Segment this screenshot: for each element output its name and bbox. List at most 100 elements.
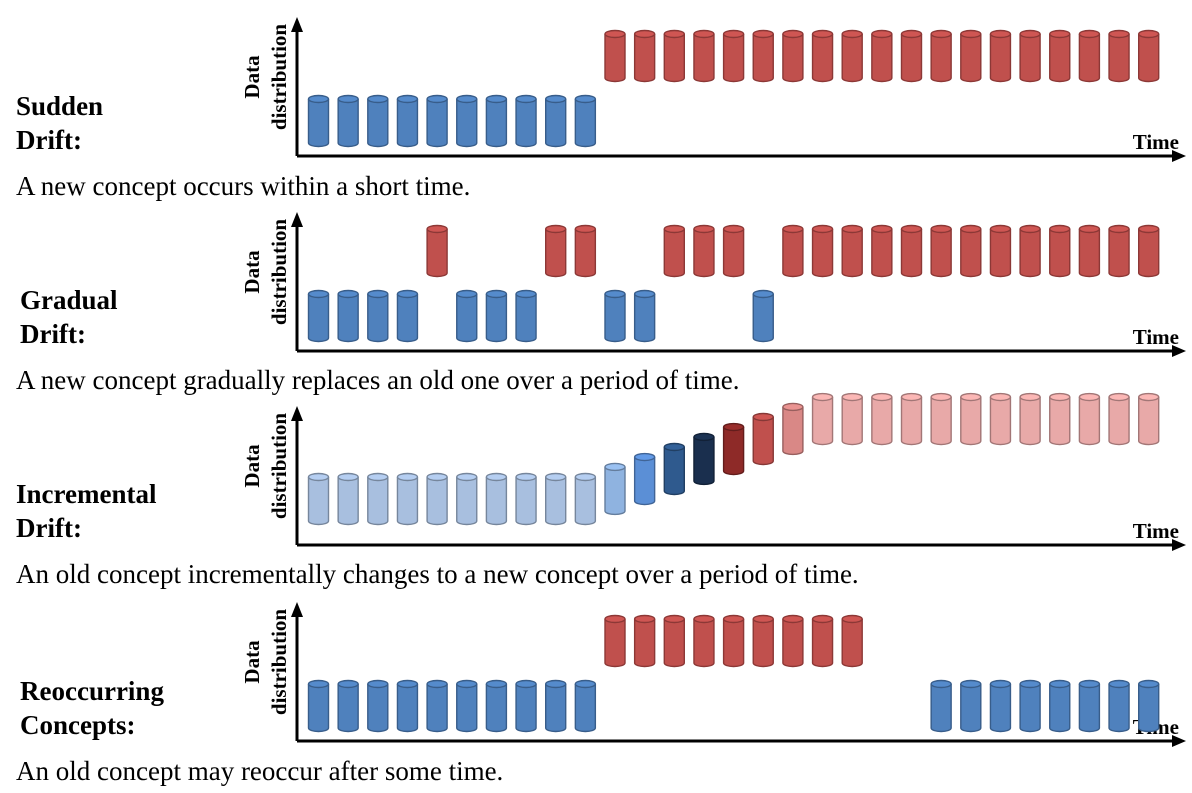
panel-title-line1: Sudden — [16, 91, 104, 121]
cylinder-lb — [337, 472, 359, 526]
cylinder-new-concept — [1019, 29, 1041, 83]
cylinder-new-concept — [960, 224, 982, 278]
cylinder-s7 — [782, 402, 804, 456]
cylinder-lr — [1108, 392, 1130, 446]
cylinder-old-concept — [485, 289, 508, 343]
cylinder-old-concept — [1078, 679, 1101, 733]
panel-title-line2: Drift: — [16, 513, 82, 543]
cylinder-lb — [456, 472, 478, 526]
y-axis-label-line2: distribution — [267, 219, 291, 326]
y-axis-label-line1: Data — [240, 250, 264, 294]
cylinder-new-concept — [633, 29, 656, 83]
cylinder-new-concept — [811, 614, 834, 668]
panel-description-sudden: A new concept occurs within a short time… — [16, 171, 471, 201]
cylinder-s4 — [693, 432, 715, 486]
panel-title-line2: Drift: — [16, 125, 82, 155]
cylinder-new-concept — [426, 224, 448, 278]
cylinder-lb — [396, 472, 419, 526]
cylinder-new-concept — [1078, 29, 1101, 83]
cylinder-old-concept — [307, 289, 330, 343]
cylinder-old-concept — [367, 679, 389, 733]
cylinder-new-concept — [752, 614, 774, 668]
x-axis-label: Time — [1133, 519, 1179, 543]
cylinder-old-concept — [396, 94, 419, 148]
cylinder-new-concept — [930, 29, 952, 83]
cylinder-new-concept — [1137, 29, 1160, 83]
y-axis-arrow-icon — [291, 406, 303, 421]
cylinder-old-concept — [1108, 679, 1130, 733]
y-axis-label-line2: distribution — [267, 24, 291, 131]
cylinder-new-concept — [1108, 224, 1130, 278]
cylinder-old-concept — [960, 679, 982, 733]
cylinder-new-concept — [693, 614, 715, 668]
cylinder-old-concept — [307, 94, 330, 148]
cylinder-new-concept — [782, 614, 804, 668]
panel-gradual: Data distribution Time — [240, 212, 1186, 357]
panel-title-line1: Gradual — [20, 285, 118, 315]
cylinder-s6 — [752, 412, 774, 466]
cylinder-old-concept — [930, 679, 952, 733]
cylinder-new-concept — [989, 29, 1012, 83]
y-axis-label-line1: Data — [240, 55, 264, 99]
cylinder-old-concept — [396, 679, 419, 733]
panel-title-gradual: Gradual Drift: — [20, 283, 118, 351]
cylinder-old-concept — [545, 94, 567, 148]
panel-title-incremental: Incremental Drift: — [16, 477, 156, 545]
cylinder-new-concept — [900, 29, 923, 83]
cylinder-old-concept — [426, 94, 448, 148]
cylinder-new-concept — [1108, 29, 1130, 83]
cylinder-new-concept — [663, 224, 685, 278]
cylinder-new-concept — [574, 224, 597, 278]
cylinder-old-concept — [337, 94, 359, 148]
cylinder-old-concept — [396, 289, 419, 343]
cylinder-s2 — [633, 452, 656, 506]
panel-incremental: Data distribution Time — [240, 392, 1186, 551]
cylinder-new-concept — [900, 224, 923, 278]
y-axis-label: Data distribution — [240, 609, 291, 716]
y-axis-arrow-icon — [291, 17, 303, 32]
cylinder-old-concept — [456, 289, 478, 343]
x-axis-arrow-icon — [1172, 539, 1186, 551]
cylinder-new-concept — [693, 29, 715, 83]
x-axis-arrow-icon — [1172, 735, 1186, 747]
y-axis-label: Data distribution — [240, 219, 291, 326]
panel-title-line2: Concepts: — [20, 710, 136, 740]
cylinder-old-concept — [337, 289, 359, 343]
cylinder-old-concept — [1049, 679, 1071, 733]
cylinder-lr — [900, 392, 923, 446]
cylinder-new-concept — [960, 29, 982, 83]
y-axis-label-line1: Data — [240, 640, 264, 684]
cylinder-old-concept — [633, 289, 656, 343]
cylinder-old-concept — [515, 94, 537, 148]
cylinder-new-concept — [722, 224, 745, 278]
cylinder-lr — [960, 392, 982, 446]
y-axis-arrow-icon — [291, 602, 303, 617]
x-axis-arrow-icon — [1172, 345, 1186, 357]
cylinder-new-concept — [693, 224, 715, 278]
cylinder-new-concept — [811, 29, 834, 83]
x-axis-arrow-icon — [1172, 150, 1186, 162]
cylinder-old-concept — [604, 289, 626, 343]
cylinder-old-concept — [485, 679, 508, 733]
cylinder-new-concept — [722, 614, 745, 668]
cylinder-lb — [307, 472, 330, 526]
panel-description-incremental: An old concept incrementally changes to … — [16, 559, 859, 589]
cylinder-new-concept — [841, 29, 863, 83]
panel-title-sudden: Sudden Drift: — [16, 89, 103, 157]
cylinder-old-concept — [574, 94, 597, 148]
cylinder-old-concept — [456, 94, 478, 148]
cylinder-new-concept — [722, 29, 745, 83]
cylinder-old-concept — [337, 679, 359, 733]
cylinder-old-concept — [367, 94, 389, 148]
cylinder-new-concept — [633, 614, 656, 668]
cylinder-new-concept — [1049, 29, 1071, 83]
y-axis-label: Data distribution — [240, 24, 291, 131]
cylinder-new-concept — [604, 614, 626, 668]
x-axis-label: Time — [1133, 325, 1179, 349]
cylinder-old-concept — [515, 289, 537, 343]
cylinder-new-concept — [1078, 224, 1101, 278]
y-axis-label: Data distribution — [240, 413, 291, 520]
cylinder-new-concept — [871, 224, 893, 278]
